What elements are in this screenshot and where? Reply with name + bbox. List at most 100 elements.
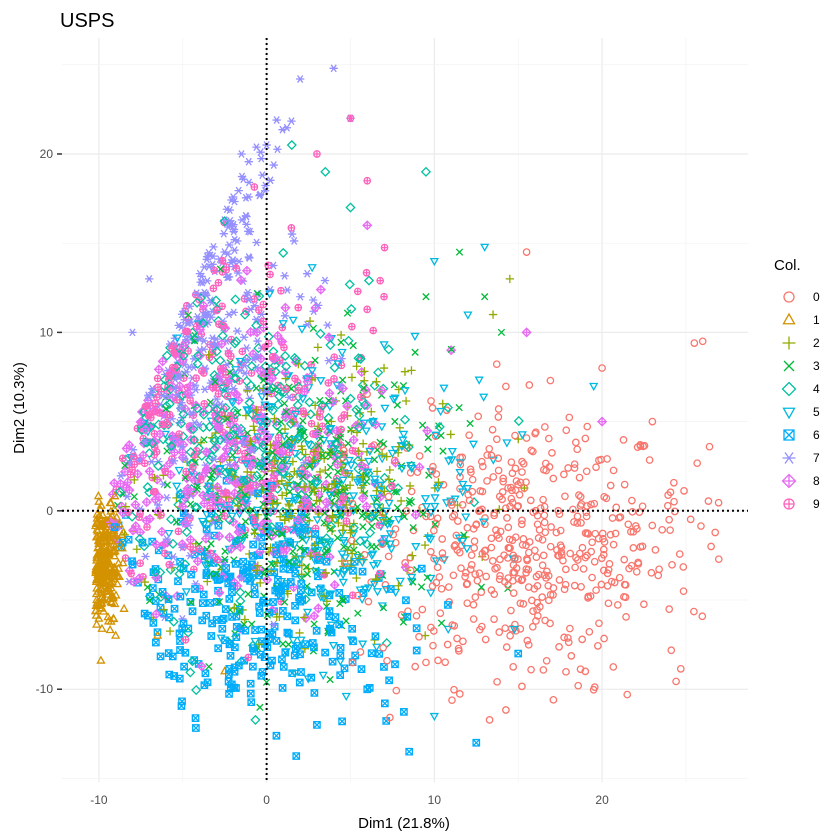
point-series-7 (253, 337, 262, 345)
point-series-0 (475, 569, 484, 578)
point-series-3 (310, 620, 318, 628)
point-series-0 (511, 431, 519, 440)
point-series-0 (627, 561, 636, 570)
point-series-0 (575, 473, 584, 482)
point-series-0 (536, 504, 545, 513)
point-series-9 (160, 549, 169, 558)
point-series-3 (205, 662, 213, 671)
point-series-0 (549, 695, 558, 704)
point-series-0 (538, 535, 547, 544)
point-series-7 (296, 75, 305, 83)
point-series-3 (263, 611, 272, 619)
point-series-2 (400, 367, 410, 376)
point-series-6 (412, 624, 421, 633)
point-series-6 (386, 585, 395, 593)
point-series-3 (393, 401, 402, 409)
point-series-7 (162, 493, 171, 502)
point-series-9 (165, 560, 174, 569)
point-series-0 (422, 512, 430, 521)
point-series-9 (141, 402, 150, 411)
point-series-0 (534, 570, 543, 579)
point-series-0 (623, 690, 632, 699)
point-series-7 (116, 471, 126, 480)
point-series-6 (272, 637, 281, 645)
point-series-2 (313, 343, 323, 352)
point-series-5 (344, 456, 354, 466)
legend-title: Col. (774, 257, 801, 274)
point-series-0 (526, 496, 535, 505)
point-series-0 (570, 464, 579, 472)
point-series-5 (589, 382, 599, 392)
point-series-7 (128, 328, 137, 337)
point-series-0 (429, 526, 438, 535)
point-series-0 (448, 512, 457, 521)
point-series-7 (287, 117, 296, 126)
point-series-5 (288, 636, 298, 646)
point-series-6 (128, 560, 137, 569)
point-series-4 (215, 355, 226, 366)
point-series-5 (337, 348, 347, 358)
point-series-9 (184, 347, 192, 355)
point-series-8 (300, 613, 311, 624)
point-series-0 (461, 572, 469, 581)
point-series-7 (199, 345, 208, 354)
point-series-0 (453, 634, 461, 643)
point-series-8 (313, 603, 324, 614)
point-series-5 (328, 641, 339, 651)
point-series-3 (359, 523, 367, 531)
point-series-4 (353, 353, 364, 364)
point-series-0 (534, 534, 543, 542)
x-tick-label: -10 (90, 793, 108, 807)
point-series-0 (698, 337, 707, 346)
point-series-0 (437, 584, 446, 593)
point-series-0 (546, 376, 555, 385)
point-series-0 (632, 567, 641, 576)
point-series-6 (322, 557, 331, 566)
point-series-0 (519, 600, 528, 608)
point-series-1 (92, 583, 102, 592)
point-series-5 (281, 483, 291, 492)
point-series-0 (383, 656, 391, 665)
point-series-0 (490, 509, 499, 517)
point-series-0 (504, 523, 513, 532)
point-series-0 (591, 529, 600, 538)
point-series-9 (197, 367, 206, 375)
point-series-0 (522, 248, 531, 256)
point-series-5 (307, 264, 317, 273)
point-series-0 (495, 628, 504, 636)
point-series-0 (546, 542, 555, 551)
point-series-6 (258, 542, 267, 551)
point-series-0 (407, 487, 416, 496)
point-series-3 (244, 590, 252, 598)
point-series-0 (503, 514, 511, 522)
point-series-9 (353, 287, 362, 296)
point-series-6 (249, 662, 257, 671)
point-series-7 (296, 292, 305, 301)
point-series-0 (574, 681, 583, 690)
point-series-9 (195, 545, 204, 553)
legend-item-5: 5 (782, 405, 820, 420)
point-series-4 (278, 247, 289, 258)
point-series-0 (519, 459, 528, 468)
point-series-0 (582, 512, 591, 521)
point-series-5 (468, 440, 479, 449)
point-series-8 (422, 425, 433, 436)
y-tick-label: 0 (46, 504, 53, 518)
point-series-0 (686, 515, 695, 524)
point-series-3 (280, 399, 289, 408)
point-series-6 (375, 650, 384, 658)
point-series-0 (714, 555, 723, 564)
point-series-6 (291, 616, 300, 625)
point-series-5 (387, 449, 398, 459)
point-series-6 (291, 601, 299, 610)
point-series-6 (391, 660, 399, 669)
point-series-0 (458, 453, 467, 462)
legend-label: 0 (813, 290, 820, 304)
point-series-3 (399, 510, 407, 518)
point-series-0 (468, 475, 477, 484)
point-series-5 (197, 517, 208, 527)
point-series-0 (507, 458, 516, 467)
point-series-2 (348, 472, 357, 482)
point-series-6 (358, 567, 367, 576)
point-series-0 (493, 677, 501, 686)
